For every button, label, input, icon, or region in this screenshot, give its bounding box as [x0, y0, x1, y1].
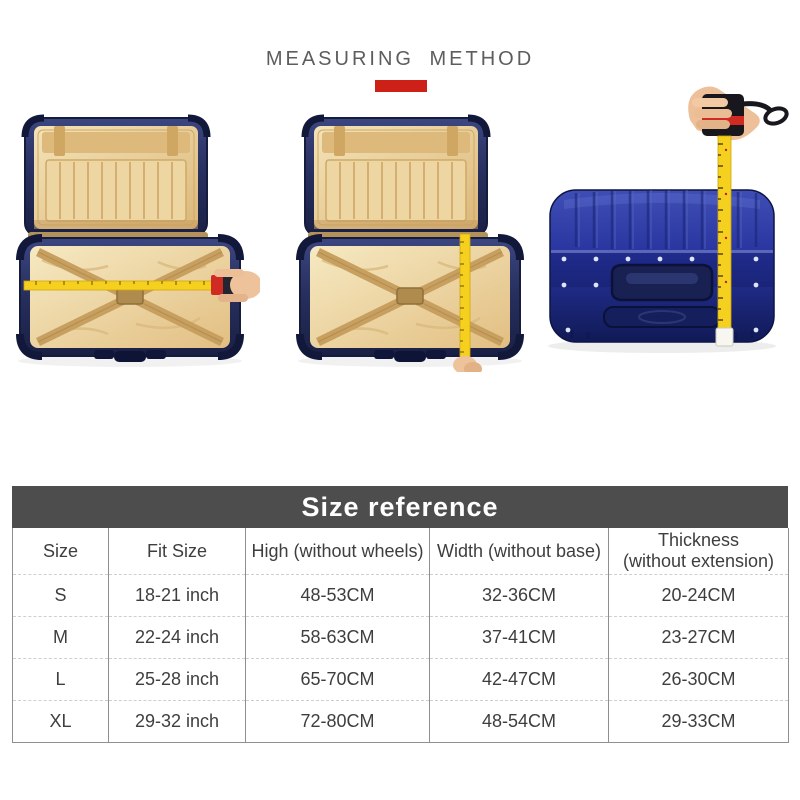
- size-cell: XL: [12, 700, 109, 743]
- photo-inner-depth-measure: [288, 110, 540, 372]
- width-cell: 37-41CM: [429, 616, 609, 659]
- table-row-s: S 18-21 inch 48-53CM 32-36CM 20-24CM: [12, 574, 789, 617]
- col-header-thickness: Thickness (without extension): [608, 528, 789, 575]
- col-header-width: Width (without base): [429, 528, 609, 575]
- width-cell: 48-54CM: [429, 700, 609, 743]
- thickness-cell: 29-33CM: [608, 700, 789, 743]
- thickness-cell: 26-30CM: [608, 658, 789, 701]
- width-cell: 42-47CM: [429, 658, 609, 701]
- size-cell: M: [12, 616, 109, 659]
- measuring-tape-horizontal: [23, 280, 215, 291]
- photo-outer-height-measure: [542, 80, 794, 388]
- size-reference-section: Size reference Size Fit Size High (witho…: [12, 486, 789, 743]
- width-cell: 32-36CM: [429, 574, 609, 617]
- tape-end-tab: [715, 327, 734, 347]
- fit-size-cell: 25-28 inch: [108, 658, 246, 701]
- closed-suitcase-height-illustration: [548, 86, 789, 353]
- col-header-fit-size: Fit Size: [108, 528, 246, 575]
- high-cell: 72-80CM: [245, 700, 430, 743]
- thickness-cell: 20-24CM: [608, 574, 789, 617]
- size-table: Size Fit Size High (without wheels) Widt…: [12, 528, 789, 743]
- tape-measure-body: [211, 275, 226, 295]
- table-caption: Size reference: [12, 486, 788, 528]
- header-row: Size Fit Size High (without wheels) Widt…: [12, 528, 789, 575]
- size-cell: S: [12, 574, 109, 617]
- hand: [230, 271, 260, 299]
- col-header-size: Size: [12, 528, 109, 575]
- table-row-m: M 22-24 inch 58-63CM 37-41CM 23-27CM: [12, 616, 789, 659]
- title-underline-accent: [375, 80, 427, 92]
- table-row-l: L 25-28 inch 65-70CM 42-47CM 26-30CM: [12, 658, 789, 701]
- open-suitcase-depth-illustration: [288, 110, 540, 372]
- table-row-xl: XL 29-32 inch 72-80CM 48-54CM 29-33CM: [12, 700, 789, 743]
- photo-inner-width-measure: [8, 110, 260, 372]
- high-cell: 58-63CM: [245, 616, 430, 659]
- open-suitcase-width-illustration: [8, 110, 260, 372]
- fit-size-cell: 22-24 inch: [108, 616, 246, 659]
- size-cell: L: [12, 658, 109, 701]
- col-header-high: High (without wheels): [245, 528, 430, 575]
- high-cell: 48-53CM: [245, 574, 430, 617]
- high-cell: 65-70CM: [245, 658, 430, 701]
- fit-size-cell: 29-32 inch: [108, 700, 246, 743]
- fit-size-cell: 18-21 inch: [108, 574, 246, 617]
- thickness-cell: 23-27CM: [608, 616, 789, 659]
- page-title: MEASURING METHOD: [265, 48, 535, 70]
